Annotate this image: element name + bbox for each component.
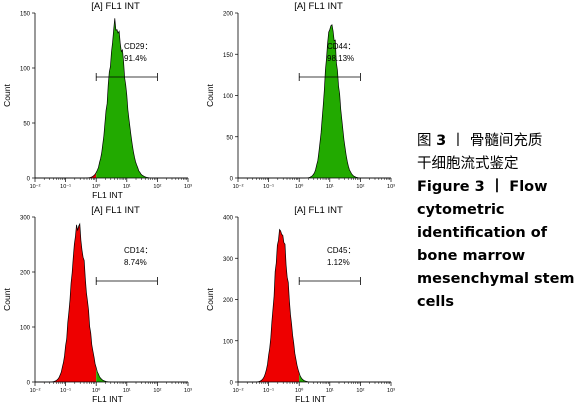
x-axis-label: FL1 INT <box>92 190 123 200</box>
y-tick-label: 0 <box>230 381 234 387</box>
x-tick-label: 10¹ <box>326 184 334 190</box>
histogram-svg: [A] FL1 INT 0 50 100 150 10⁻² 10⁻¹ 10⁰ 10¹ 10² 10³… <box>2 1 192 200</box>
caption-cn-text-1: 骨髓间充质 <box>469 133 543 149</box>
y-axis-label: Count <box>2 288 12 311</box>
x-axis-label: FL1 INT <box>92 394 123 404</box>
x-tick-label: 10³ <box>184 388 192 394</box>
positive-region-fill <box>96 367 188 382</box>
x-tick-label: 10³ <box>387 388 395 394</box>
y-tick-label: 50 <box>23 122 30 128</box>
y-tick-label: 400 <box>223 216 234 222</box>
y-axis-label: Count <box>205 288 215 311</box>
x-tick-label: 10⁻² <box>30 184 41 190</box>
histogram-svg: [A] FL1 INT 0 100 200 300 400 10⁻² 10⁻¹ 10⁰ 10¹ 10… <box>205 205 395 404</box>
marker-label: CD44： <box>327 42 355 51</box>
y-tick-label: 0 <box>27 381 31 387</box>
percent-label: 91.4% <box>124 54 147 63</box>
chart-title: [A] FL1 INT <box>294 1 343 12</box>
x-tick-label: 10⁻² <box>30 388 41 394</box>
x-tick-label: 10¹ <box>326 388 334 394</box>
chart-title: [A] FL1 INT <box>294 205 343 216</box>
histogram-svg: [A] FL1 INT 0 50 100 150 200 10⁻² 10⁻¹ 10⁰ 10¹ 10²… <box>205 1 395 190</box>
y-tick-label: 300 <box>20 216 31 222</box>
x-tick-label: 10⁰ <box>92 183 101 190</box>
x-tick-label: 10⁻² <box>233 184 244 190</box>
negative-region-fill <box>238 229 300 382</box>
histogram-outline <box>238 24 391 179</box>
x-tick-label: 10⁻¹ <box>263 388 274 394</box>
x-tick-label: 10² <box>356 388 364 394</box>
caption-en-line-4: bone marrow <box>417 248 526 264</box>
negative-region-fill <box>35 172 97 178</box>
x-tick-label: 10¹ <box>123 388 131 394</box>
percent-label: 98.13% <box>327 54 354 63</box>
caption-cn-number: 3 <box>436 133 447 149</box>
x-tick-label: 10⁰ <box>295 183 304 190</box>
positive-region-fill <box>299 373 391 382</box>
negative-region-fill <box>35 223 97 382</box>
x-tick-label: 10⁻² <box>233 388 244 394</box>
caption-en-line-5: mesenchymal stem <box>417 271 575 287</box>
x-tick-label: 10¹ <box>123 184 131 190</box>
histogram-panel-cd44: [A] FL1 INT 0 50 100 150 200 10⁻² 10⁻¹ 10⁰ 10¹ 10²… <box>203 0 395 200</box>
y-tick-label: 200 <box>223 12 234 18</box>
caption-en-line-3: identification of <box>417 225 548 241</box>
percent-label: 1.12% <box>327 258 350 267</box>
caption-en-line-2: cytometric <box>417 202 505 218</box>
y-tick-label: 100 <box>223 94 234 100</box>
marker-label: CD29： <box>124 42 152 51</box>
y-tick-label: 200 <box>20 271 31 277</box>
histogram-panel-cd45: [A] FL1 INT 0 100 200 300 400 10⁻² 10⁻¹ 10⁰ 10¹ 10… <box>203 204 395 404</box>
figure-caption: 图 3 丨 骨髓间充质 干细胞流式鉴定 Figure 3 丨 Flow cyto… <box>417 130 585 314</box>
caption-en-line-6: cells <box>417 294 455 310</box>
histogram-outline <box>238 228 391 383</box>
x-tick-label: 10² <box>153 388 161 394</box>
positive-region-fill <box>299 24 391 178</box>
x-tick-label: 10³ <box>184 184 192 190</box>
x-tick-label: 10² <box>356 184 364 190</box>
x-axis-label: FL1 INT <box>295 394 326 404</box>
y-tick-label: 100 <box>20 326 31 332</box>
y-tick-label: 200 <box>223 298 234 304</box>
marker-label: CD14： <box>124 246 152 255</box>
x-tick-label: 10⁻¹ <box>263 184 274 190</box>
y-axis-label: Count <box>205 84 215 107</box>
caption-chinese-line-1: 图 3 丨 骨髓间充质 <box>417 130 585 153</box>
percent-label: 8.74% <box>124 258 147 267</box>
x-tick-label: 10⁻¹ <box>60 388 71 394</box>
y-tick-label: 0 <box>230 177 234 183</box>
y-tick-label: 100 <box>20 67 31 73</box>
x-tick-label: 10⁰ <box>295 387 304 394</box>
chart-title: [A] FL1 INT <box>91 1 140 12</box>
caption-cn-prefix: 图 <box>417 133 437 149</box>
caption-cn-text-2: 干细胞流式鉴定 <box>417 156 519 172</box>
y-tick-label: 150 <box>223 53 234 59</box>
x-tick-label: 10² <box>153 184 161 190</box>
y-tick-label: 100 <box>223 339 234 345</box>
histogram-outline <box>35 222 188 383</box>
y-axis-label: Count <box>2 84 12 107</box>
x-tick-label: 10⁻¹ <box>60 184 71 190</box>
histogram-panel-cd29: [A] FL1 INT 0 50 100 150 10⁻² 10⁻¹ 10⁰ 10¹ 10² 10³… <box>0 0 192 200</box>
x-tick-label: 10⁰ <box>92 387 101 394</box>
positive-region-fill <box>96 18 188 178</box>
marker-label: CD45： <box>327 246 355 255</box>
histogram-panel-cd14: [A] FL1 INT 0 100 200 300 10⁻² 10⁻¹ 10⁰ 10¹ 10² 10… <box>0 204 192 404</box>
y-tick-label: 50 <box>226 135 233 141</box>
y-tick-label: 150 <box>20 12 31 18</box>
y-tick-label: 300 <box>223 257 234 263</box>
y-tick-label: 0 <box>27 177 31 183</box>
caption-cn-separator: 丨 <box>446 133 470 149</box>
caption-en-line-1: Figure 3 丨 Flow <box>417 179 548 195</box>
chart-title: [A] FL1 INT <box>91 205 140 216</box>
histogram-svg: [A] FL1 INT 0 100 200 300 10⁻² 10⁻¹ 10⁰ 10¹ 10² 10… <box>2 205 192 404</box>
x-tick-label: 10³ <box>387 184 395 190</box>
